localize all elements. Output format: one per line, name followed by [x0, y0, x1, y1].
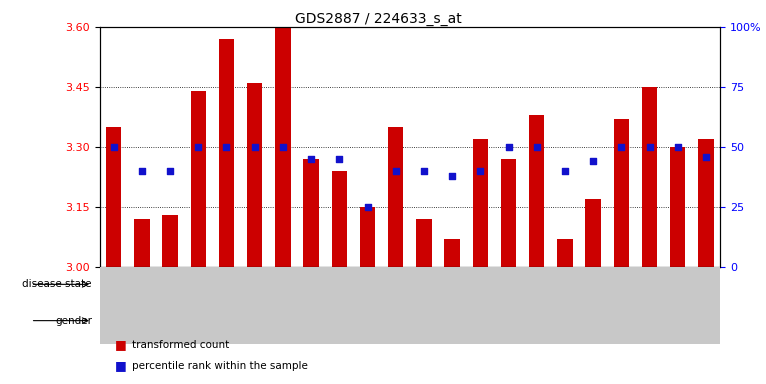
Bar	[212, 267, 241, 344]
Text: control: control	[221, 279, 260, 290]
Point	[390, 168, 402, 174]
Bar	[473, 139, 488, 267]
Bar	[438, 267, 466, 344]
Bar	[134, 219, 149, 267]
Text: disease state: disease state	[22, 279, 92, 290]
Point	[502, 144, 515, 150]
Bar	[494, 267, 522, 344]
Bar	[332, 171, 347, 267]
Bar	[410, 267, 438, 344]
Bar	[522, 267, 551, 344]
Text: gender: gender	[55, 316, 92, 326]
Bar	[106, 127, 122, 267]
Point	[333, 156, 345, 162]
Title: GDS2887 / 224633_s_at: GDS2887 / 224633_s_at	[296, 12, 462, 26]
Bar	[353, 267, 381, 344]
Bar	[670, 147, 686, 267]
Bar	[551, 267, 579, 344]
Bar	[303, 159, 319, 267]
Bar	[247, 83, 263, 267]
Point	[164, 168, 176, 174]
Point	[305, 156, 317, 162]
Point	[615, 144, 627, 150]
Text: male: male	[424, 316, 452, 326]
Bar	[156, 267, 184, 344]
Bar	[381, 303, 494, 338]
Point	[700, 154, 712, 160]
Point	[192, 144, 205, 150]
Bar	[360, 207, 375, 267]
Point	[672, 144, 684, 150]
Bar	[663, 267, 692, 344]
Point	[362, 204, 374, 210]
Bar	[607, 267, 636, 344]
Text: ■: ■	[115, 359, 131, 372]
Point	[643, 144, 656, 150]
Point	[248, 144, 260, 150]
Point	[558, 168, 571, 174]
Bar	[494, 303, 720, 338]
Bar	[128, 267, 156, 344]
Bar	[416, 219, 432, 267]
Text: male: male	[156, 316, 184, 326]
Bar	[557, 239, 573, 267]
Point	[221, 144, 233, 150]
Bar	[326, 267, 353, 344]
Bar	[501, 159, 516, 267]
Point	[587, 158, 599, 164]
Text: transformed count: transformed count	[132, 340, 229, 350]
Bar	[579, 267, 607, 344]
Point	[136, 168, 148, 174]
Bar	[162, 215, 178, 267]
Bar	[269, 267, 297, 344]
Point	[417, 168, 430, 174]
Bar	[614, 119, 629, 267]
Bar	[241, 267, 269, 344]
Point	[531, 144, 543, 150]
Bar	[381, 267, 720, 302]
Bar	[191, 91, 206, 267]
Bar	[275, 27, 290, 267]
Point	[277, 144, 289, 150]
Bar	[636, 267, 663, 344]
Bar	[642, 87, 657, 267]
Bar	[692, 267, 720, 344]
Text: moderate HD: moderate HD	[513, 279, 588, 290]
Point	[446, 173, 458, 179]
Bar	[585, 199, 601, 267]
Text: female: female	[292, 316, 330, 326]
Bar	[100, 267, 381, 302]
Bar	[184, 267, 212, 344]
Point	[107, 144, 119, 150]
Text: female: female	[588, 316, 627, 326]
Text: ■: ■	[115, 338, 131, 351]
Bar	[241, 303, 381, 338]
Bar	[100, 267, 128, 344]
Bar	[100, 303, 241, 338]
Point	[474, 168, 486, 174]
Bar	[388, 127, 404, 267]
Bar	[297, 267, 326, 344]
Text: percentile rank within the sample: percentile rank within the sample	[132, 361, 308, 371]
Bar	[529, 115, 545, 267]
Bar	[219, 39, 234, 267]
Bar	[466, 267, 494, 344]
Bar	[381, 267, 410, 344]
Bar	[698, 139, 714, 267]
Bar	[444, 239, 460, 267]
